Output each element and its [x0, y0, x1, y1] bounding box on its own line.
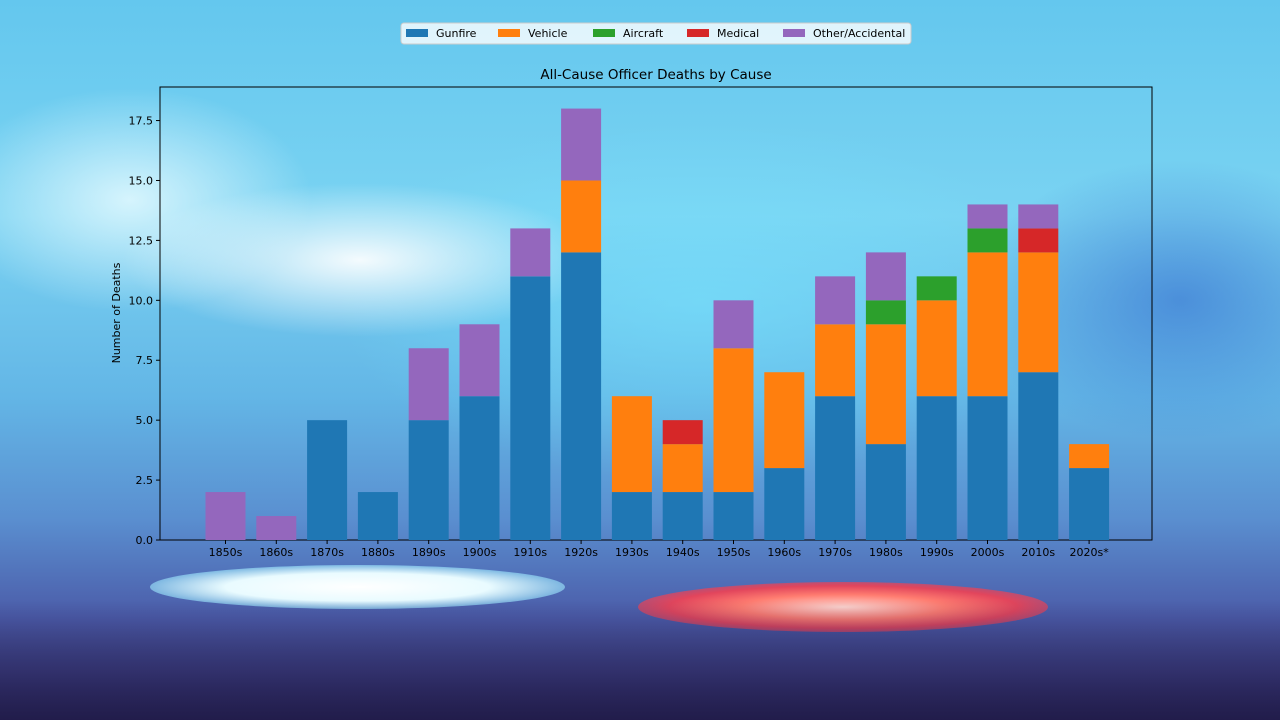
bar-other-accidental-1980s: [865, 252, 906, 301]
bar-gunfire-2020s: [1069, 468, 1110, 540]
bar-gunfire-1970s: [815, 396, 856, 540]
bar-vehicle-1970s: [815, 324, 856, 397]
bar-medical-2010s: [1018, 228, 1059, 253]
x-tick-label: 2010s: [1021, 546, 1055, 559]
bar-gunfire-1940s: [662, 492, 703, 540]
bar-vehicle-1990s: [916, 300, 957, 397]
y-tick-label: 0.0: [136, 534, 154, 547]
legend: Gunfire Vehicle Aircraft Medical Other/Accid…: [400, 22, 912, 45]
x-tick-label: 1860s: [259, 546, 293, 559]
bar-vehicle-2000s: [967, 252, 1008, 397]
bar-vehicle-1950s: [713, 348, 754, 493]
legend-label-medical: Medical: [717, 27, 759, 40]
legend-label-gunfire: Gunfire: [436, 27, 477, 40]
x-tick-label: 1970s: [818, 546, 852, 559]
x-tick-label: 2020s*: [1069, 546, 1109, 559]
y-tick-label: 10.0: [129, 294, 154, 307]
bar-other-accidental-1850s: [205, 492, 246, 540]
bar-gunfire-1990s: [916, 396, 957, 540]
legend-label-vehicle: Vehicle: [528, 27, 568, 40]
bar-vehicle-1920s: [561, 180, 602, 253]
bar-gunfire-1950s: [713, 492, 754, 540]
bar-other-accidental-1920s: [561, 108, 602, 181]
bar-gunfire-1880s: [357, 492, 398, 540]
bar-other-accidental-1900s: [459, 324, 500, 397]
bar-gunfire-1890s: [408, 420, 449, 540]
y-tick-label: 15.0: [129, 174, 154, 187]
bar-vehicle-1980s: [865, 324, 906, 445]
y-tick-label: 7.5: [136, 354, 154, 367]
bar-vehicle-1960s: [764, 372, 805, 469]
chart-title: All-Cause Officer Deaths by Cause: [540, 67, 771, 83]
bar-gunfire-1930s: [611, 492, 652, 540]
bar-aircraft-1990s: [916, 276, 957, 301]
bar-other-accidental-1890s: [408, 348, 449, 421]
legend-box: [400, 22, 912, 45]
legend-swatch-aircraft: [593, 29, 615, 37]
legend-swatch-gunfire: [406, 29, 428, 37]
bar-other-accidental-1860s: [256, 516, 297, 540]
x-axis: 1850s 1860s 1870s 1880s 1890s 1900s 1910s 1920s…: [209, 540, 1109, 559]
bar-other-accidental-1970s: [815, 276, 856, 325]
bar-gunfire-2010s: [1018, 372, 1059, 540]
y-axis-label: Number of Deaths: [110, 262, 123, 363]
y-axis: 0.0 2.5 5.0 7.5 10.0 12.5 15.0 17.5: [129, 115, 160, 547]
plot-area: [159, 86, 1153, 541]
bar-aircraft-2000s: [967, 228, 1008, 253]
y-tick-label: 12.5: [129, 234, 154, 247]
bar-other-accidental-1910s: [510, 228, 551, 277]
bar-gunfire-1980s: [865, 444, 906, 540]
bar-other-accidental-2000s: [967, 204, 1008, 229]
legend-label-aircraft: Aircraft: [623, 27, 664, 40]
bar-gunfire-2000s: [967, 396, 1008, 540]
x-tick-label: 1890s: [412, 546, 446, 559]
legend-swatch-other-accidental: [783, 29, 805, 37]
bar-gunfire-1900s: [459, 396, 500, 540]
bar-vehicle-1930s: [611, 396, 652, 493]
legend-swatch-medical: [687, 29, 709, 37]
bar-vehicle-1940s: [662, 444, 703, 493]
x-tick-label: 1900s: [463, 546, 497, 559]
y-tick-label: 2.5: [136, 474, 154, 487]
bar-gunfire-1920s: [561, 252, 602, 540]
x-tick-label: 1930s: [615, 546, 649, 559]
x-tick-label: 1880s: [361, 546, 395, 559]
bar-vehicle-2010s: [1018, 252, 1059, 373]
bar-gunfire-1960s: [764, 468, 805, 540]
bar-gunfire-1910s: [510, 276, 551, 540]
x-tick-label: 1850s: [209, 546, 243, 559]
legend-swatch-vehicle: [498, 29, 520, 37]
x-tick-label: 1950s: [717, 546, 751, 559]
x-tick-label: 1960s: [767, 546, 801, 559]
x-tick-label: 1870s: [310, 546, 344, 559]
y-tick-label: 5.0: [136, 414, 154, 427]
bar-other-accidental-1950s: [713, 300, 754, 349]
bar-aircraft-1980s: [865, 300, 906, 325]
bar-medical-1940s: [662, 420, 703, 445]
bar-other-accidental-2010s: [1018, 204, 1059, 229]
x-tick-label: 1940s: [666, 546, 700, 559]
y-tick-label: 17.5: [129, 115, 154, 128]
bar-vehicle-2020s: [1069, 444, 1110, 469]
x-tick-label: 1980s: [869, 546, 903, 559]
x-tick-label: 1990s: [920, 546, 954, 559]
bars: [205, 108, 1110, 540]
bar-gunfire-1870s: [307, 420, 348, 540]
plot-frame: [159, 86, 1153, 541]
x-tick-label: 1910s: [513, 546, 547, 559]
x-tick-label: 1920s: [564, 546, 598, 559]
x-tick-label: 2000s: [971, 546, 1005, 559]
legend-label-other-accidental: Other/Accidental: [813, 27, 905, 40]
